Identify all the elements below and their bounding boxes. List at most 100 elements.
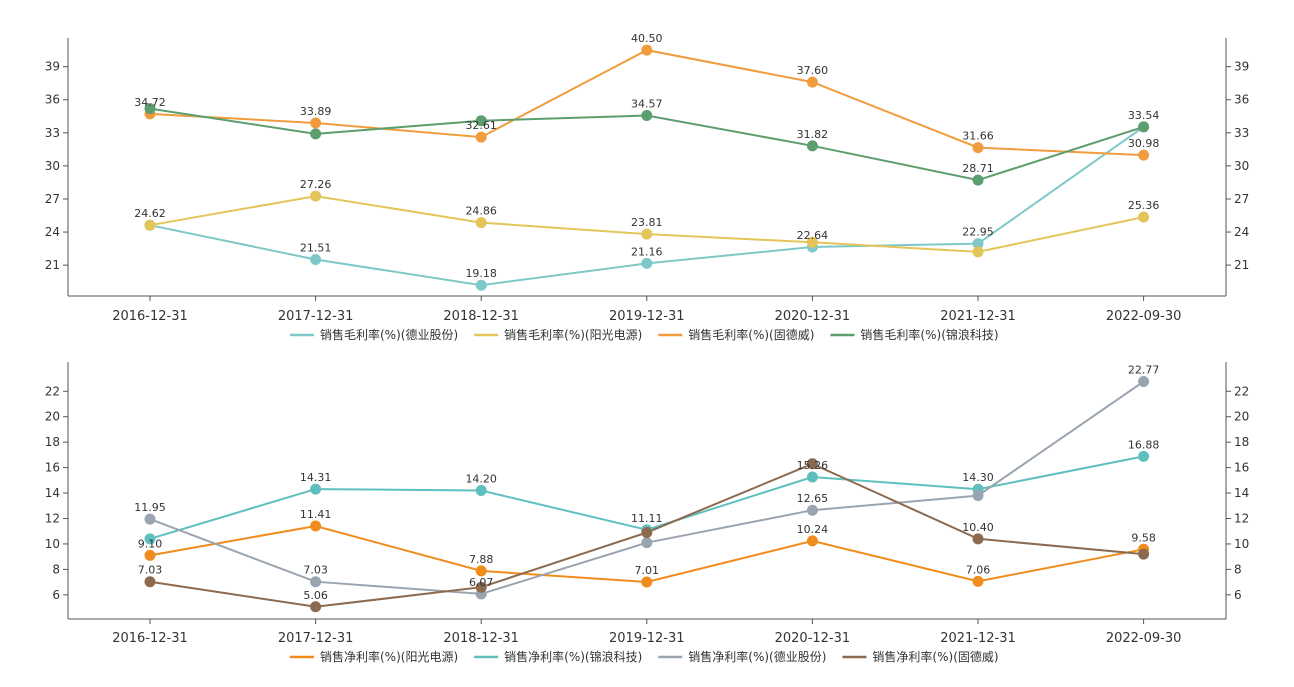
y-tick-label-left: 16 — [45, 461, 60, 475]
data-label-s1-6: 7.06 — [966, 563, 991, 576]
y-tick-label-right: 10 — [1234, 537, 1249, 551]
data-label-s1-4: 7.01 — [635, 564, 660, 577]
data-point-s4-5 — [806, 458, 818, 470]
data-label-s4-1: 7.03 — [138, 564, 163, 577]
y-tick-label-right: 16 — [1234, 461, 1249, 475]
data-label-s2-3: 14.20 — [465, 473, 497, 486]
data-label-s4-5: 31.82 — [797, 128, 829, 141]
data-point-s2-1 — [144, 533, 156, 545]
data-point-s3-4 — [641, 537, 653, 549]
data-label-s2-1: 24.62 — [134, 207, 166, 220]
legend-label-3: 销售毛利率(%)(固德威) — [688, 327, 814, 342]
y-tick-label-right: 24 — [1234, 225, 1249, 239]
data-label-s2-4: 11.11 — [631, 512, 663, 525]
data-point-s4-1 — [144, 576, 156, 588]
data-point-s2-6 — [972, 246, 984, 258]
data-point-s1-3 — [475, 565, 487, 577]
x-tick-label: 2022-09-30 — [1106, 631, 1182, 646]
data-point-s1-3 — [475, 279, 487, 291]
data-label-s3-5: 37.60 — [797, 64, 829, 77]
data-point-s1-6 — [972, 238, 984, 250]
data-label-s3-4: 40.50 — [631, 32, 663, 45]
y-tick-label-right: 21 — [1234, 258, 1249, 272]
data-label-s4-7: 33.54 — [1128, 109, 1160, 122]
data-label-s4-2: 5.06 — [303, 589, 328, 602]
y-tick-label-right: 12 — [1234, 511, 1249, 525]
y-tick-label-left: 10 — [45, 537, 60, 551]
y-tick-label-right: 36 — [1234, 93, 1249, 107]
y-tick-label-left: 12 — [45, 511, 60, 525]
data-label-s3-2: 7.03 — [303, 564, 328, 577]
data-label-s3-2: 33.89 — [300, 105, 332, 118]
y-tick-label-left: 39 — [45, 60, 60, 74]
data-label-s2-2: 14.31 — [300, 471, 332, 484]
data-label-s2-6: 14.30 — [962, 471, 994, 484]
data-point-s1-5 — [806, 535, 818, 547]
data-point-s1-2 — [310, 254, 322, 266]
data-point-s3-7 — [1138, 149, 1150, 161]
data-point-s2-3 — [475, 485, 487, 496]
y-tick-label-right: 39 — [1234, 60, 1249, 74]
data-point-s1-2 — [310, 520, 322, 532]
legend-label-2: 销售毛利率(%)(阳光电源) — [504, 327, 642, 342]
x-tick-label: 2017-12-31 — [278, 309, 354, 324]
data-label-s4-6: 28.71 — [962, 162, 994, 175]
data-point-s4-4 — [641, 526, 653, 538]
data-label-s1-7: 9.58 — [1131, 531, 1156, 544]
legend-label-1: 销售净利率(%)(阳光电源) — [320, 649, 458, 664]
y-tick-label-left: 8 — [52, 562, 60, 576]
data-point-s3-5 — [806, 504, 818, 516]
data-point-s2-3 — [475, 217, 487, 229]
data-point-s2-2 — [310, 190, 322, 202]
data-label-s3-7: 30.98 — [1128, 137, 1160, 150]
data-point-s4-7 — [1138, 121, 1150, 133]
x-tick-label: 2020-12-31 — [775, 631, 851, 646]
chart-panel-1: 21 21 24 24 27 27 30 30 33 33 36 36 39 39 2016-12-31 20… — [45, 32, 1250, 342]
y-tick-label-right: 6 — [1234, 588, 1242, 602]
data-point-s2-2 — [310, 483, 322, 495]
x-tick-label: 2016-12-31 — [112, 631, 188, 646]
data-point-s2-5 — [806, 236, 818, 248]
y-tick-label-right: 27 — [1234, 192, 1249, 206]
x-tick-label: 2022-09-30 — [1106, 309, 1182, 324]
data-point-s4-5 — [806, 140, 818, 152]
data-point-s3-5 — [806, 76, 818, 88]
x-tick-label: 2016-12-31 — [112, 309, 188, 324]
legend-label-3: 销售净利率(%)(德业股份) — [688, 649, 826, 664]
data-point-s2-4 — [641, 228, 653, 240]
data-label-s4-4: 34.57 — [631, 98, 663, 111]
y-tick-label-left: 33 — [45, 126, 60, 140]
data-point-s3-3 — [475, 131, 487, 143]
y-tick-label-left: 21 — [45, 258, 60, 272]
y-tick-label-left: 6 — [52, 588, 60, 602]
data-point-s1-1 — [144, 549, 156, 561]
data-label-s3-6: 31.66 — [962, 130, 994, 143]
x-tick-label: 2019-12-31 — [609, 631, 685, 646]
data-point-s1-4 — [641, 576, 653, 588]
y-tick-label-left: 27 — [45, 192, 60, 206]
y-tick-label-left: 30 — [45, 159, 60, 173]
legend: 销售净利率(%)(阳光电源) 销售净利率(%)(锦浪科技) 销售净利率(%)(德业股… — [290, 649, 999, 664]
data-label-s4-6: 10.40 — [962, 521, 994, 534]
data-label-s3-7: 22.77 — [1128, 363, 1160, 376]
data-label-s1-4: 21.16 — [631, 245, 663, 258]
y-tick-label-right: 30 — [1234, 159, 1249, 173]
x-tick-label: 2018-12-31 — [443, 631, 519, 646]
data-point-s1-4 — [641, 257, 653, 269]
data-point-s4-6 — [972, 174, 984, 186]
data-label-s3-5: 12.65 — [797, 492, 829, 505]
data-label-s3-1: 34.72 — [134, 96, 166, 109]
data-label-s1-5: 22.64 — [797, 229, 829, 242]
y-tick-label-right: 33 — [1234, 126, 1249, 140]
data-label-s1-3: 19.18 — [465, 267, 497, 280]
y-tick-label-left: 14 — [45, 486, 60, 500]
data-label-s1-1: 9.10 — [138, 537, 163, 550]
data-point-s3-2 — [310, 117, 322, 129]
y-tick-label-right: 18 — [1234, 435, 1249, 449]
data-point-s4-2 — [310, 601, 322, 613]
data-point-s1-6 — [972, 575, 984, 587]
data-point-s4-3 — [475, 115, 487, 127]
data-label-s1-2: 11.41 — [300, 508, 332, 521]
